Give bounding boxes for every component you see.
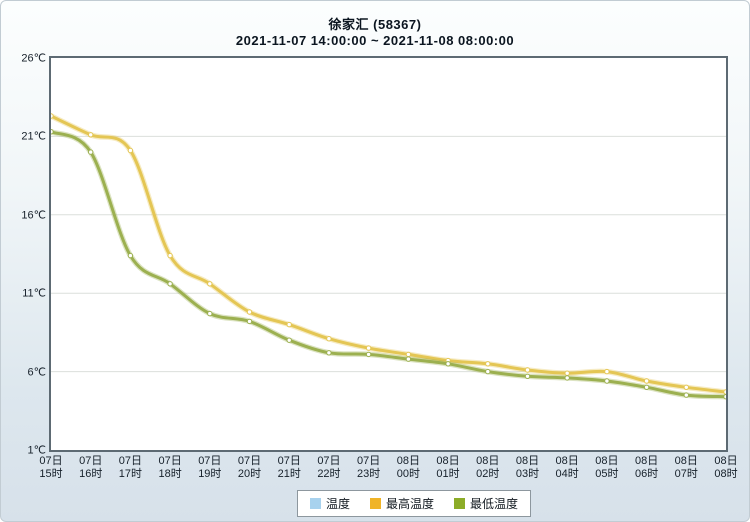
y-axis-label: 16℃	[21, 209, 46, 222]
data-point-marker	[683, 392, 689, 398]
data-point-marker	[485, 361, 491, 367]
min-temp-line	[51, 130, 726, 399]
x-axis-label: 07日 18时	[158, 455, 182, 480]
x-axis-label: 08日 06时	[634, 455, 659, 480]
data-point-marker	[207, 310, 213, 317]
data-point-marker	[723, 389, 726, 395]
data-point-marker	[564, 375, 570, 381]
data-point-marker	[127, 252, 134, 259]
x-axis-label: 07日 22时	[317, 455, 341, 480]
data-point-marker	[246, 318, 253, 325]
data-point-marker	[405, 351, 412, 358]
data-point-marker	[643, 384, 650, 390]
data-point-marker	[723, 394, 726, 400]
data-point-marker	[365, 351, 372, 358]
x-axis-label: 08日 03时	[515, 455, 540, 480]
legend-swatch-icon	[370, 498, 382, 509]
data-point-marker	[524, 373, 531, 379]
plot-area	[49, 56, 728, 452]
x-axis-label: 08日 04时	[555, 455, 579, 480]
legend-item: 最低温度	[454, 495, 518, 512]
data-point-marker	[564, 370, 570, 376]
data-point-marker	[326, 336, 332, 342]
chart-svg	[51, 113, 726, 400]
data-point-marker	[326, 350, 332, 356]
y-axis-label: 1℃	[27, 444, 46, 457]
legend-label: 最高温度	[386, 497, 435, 511]
x-axis-label: 07日 15时	[39, 455, 63, 480]
legend-swatch-icon	[454, 498, 466, 509]
legend-label: 温度	[326, 497, 351, 511]
x-axis-label: 07日 23时	[357, 455, 381, 480]
chart-subtitle: 2021-11-07 14:00:00 ~ 2021-11-08 08:00:0…	[235, 33, 515, 48]
data-point-marker	[88, 149, 94, 155]
legend-item: 温度	[310, 495, 350, 512]
y-axis-label: 11℃	[22, 287, 46, 300]
max-temp-line	[51, 114, 726, 394]
x-axis-label: 07日 16时	[79, 455, 103, 480]
x-axis-label: 08日 05时	[595, 455, 619, 480]
data-point-marker	[405, 356, 412, 362]
x-axis-label: 07日 20时	[237, 455, 262, 480]
x-axis-label: 08日 01时	[436, 455, 460, 480]
legend-item: 最高温度	[370, 495, 434, 512]
data-point-marker	[286, 337, 292, 343]
x-axis-label: 08日 08时	[714, 455, 738, 480]
data-point-marker	[88, 132, 94, 138]
chart-title: 徐家汇 (58367)	[328, 17, 422, 32]
data-point-marker	[485, 368, 491, 375]
x-axis-label: 07日 21时	[277, 455, 301, 480]
data-point-marker	[51, 113, 54, 119]
data-point-marker	[167, 281, 173, 287]
x-axis-label: 07日 17时	[118, 455, 143, 480]
data-point-marker	[365, 345, 372, 351]
data-point-marker	[207, 281, 213, 287]
y-axis-label: 6℃	[27, 366, 46, 379]
data-point-marker	[286, 321, 292, 328]
x-axis-label: 08日 00时	[396, 455, 420, 480]
x-axis-label: 08日 02时	[476, 455, 500, 480]
y-axis-label: 21℃	[21, 130, 46, 143]
x-axis-label: 07日 19时	[198, 455, 222, 480]
data-point-marker	[51, 129, 54, 135]
legend-label: 最低温度	[470, 497, 519, 511]
data-point-marker	[246, 309, 253, 315]
data-point-marker	[445, 361, 451, 367]
data-point-marker	[643, 378, 650, 384]
data-point-marker	[604, 368, 610, 375]
y-axis-label: 26℃	[21, 52, 46, 65]
data-point-marker	[127, 147, 134, 154]
data-point-marker	[524, 367, 531, 373]
data-point-marker	[604, 378, 610, 384]
data-point-marker	[683, 384, 689, 390]
legend: 温度 最高温度 最低温度	[297, 490, 532, 517]
legend-swatch-icon	[310, 498, 321, 509]
x-axis-label: 08日 07时	[674, 455, 698, 480]
data-point-marker	[167, 252, 173, 259]
